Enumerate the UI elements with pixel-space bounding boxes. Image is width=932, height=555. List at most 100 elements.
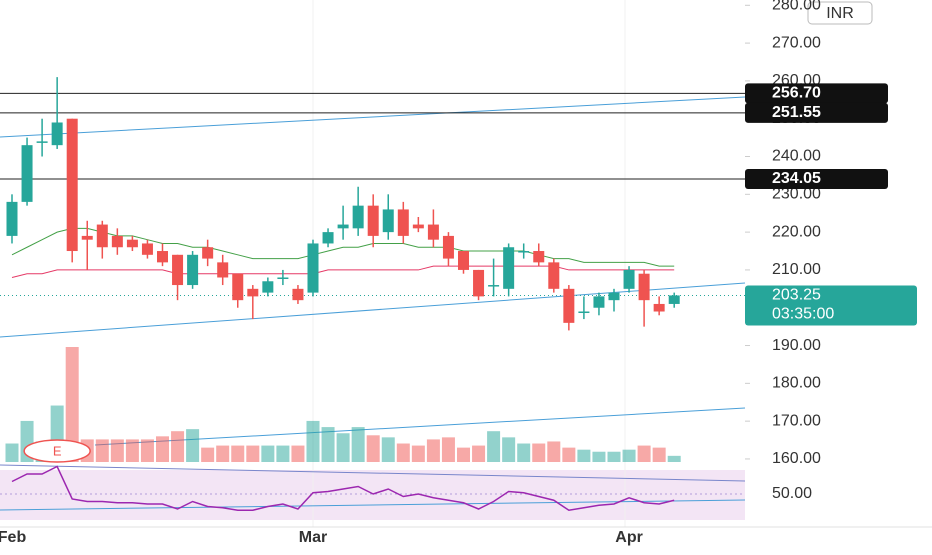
x-tick-label: Mar [299, 529, 327, 546]
volume-bar [592, 451, 606, 462]
volume-bar [351, 427, 365, 462]
x-tick-label: Apr [615, 529, 643, 546]
candle-body [638, 273, 650, 301]
y-tick-label: 190.00 [772, 337, 821, 354]
volume-bar [396, 443, 410, 462]
volume-bar [186, 429, 200, 462]
volume-bar [171, 431, 185, 462]
volume-bar [637, 445, 651, 462]
volume-bar [65, 347, 79, 462]
volume-bar [667, 455, 681, 462]
candle-body [352, 205, 364, 229]
y-tick-label: 240.00 [772, 148, 821, 165]
y-tick-label: 210.00 [772, 261, 821, 278]
candle-body [442, 235, 454, 259]
volume-bar [321, 427, 335, 462]
ma-slow-line [11, 265, 675, 278]
volume-bar [246, 445, 260, 462]
volume-bar [336, 433, 350, 462]
volume-bar [231, 445, 245, 462]
candle-body [51, 122, 63, 146]
volume-bar [652, 447, 666, 462]
candle-body [111, 235, 123, 248]
event-marker [23, 439, 91, 463]
candle-body [96, 224, 108, 248]
last-price-label: 203.25 [772, 287, 821, 304]
currency-box [807, 1, 873, 25]
volume-bar [532, 443, 546, 462]
volume-bar [622, 449, 636, 462]
rsi-band [0, 470, 745, 520]
volume-bar [502, 437, 516, 462]
candle-body [427, 224, 439, 240]
last-price-box [745, 285, 917, 326]
candle-body [187, 254, 199, 286]
volume-bar [577, 449, 591, 462]
candle-body [578, 311, 590, 314]
price-label: 234.05 [772, 170, 821, 187]
volume-bar [201, 447, 215, 462]
volume-bar [366, 435, 380, 462]
volume-bar [95, 439, 109, 462]
volume-bar [426, 439, 440, 462]
candle-body [157, 251, 168, 263]
candle-body [337, 224, 349, 229]
candle-body [563, 288, 575, 323]
y-tick-label: 170.00 [772, 412, 821, 429]
candle-body [412, 224, 424, 229]
candle-body [488, 285, 500, 287]
volume-bar [607, 451, 621, 462]
y-tick-label: 270.00 [772, 34, 821, 51]
candle-body [247, 288, 259, 297]
volume-bar [472, 445, 486, 462]
candle-body [81, 235, 93, 240]
trend-line [94, 407, 746, 446]
candle-body [292, 288, 304, 301]
volume-bar [110, 439, 124, 462]
candle-body [322, 232, 334, 244]
y-tick-label: 230.00 [772, 186, 821, 203]
candle-body [277, 277, 289, 279]
price-label: 251.55 [772, 104, 821, 121]
candle-body [367, 205, 379, 236]
rsi-tick-label: 50.00 [772, 485, 812, 502]
candle-body [382, 209, 394, 233]
rsi-line [11, 465, 675, 512]
candle-body [533, 251, 545, 263]
volume-bar [547, 441, 561, 462]
price-label-box [745, 169, 888, 190]
volume-bar [156, 436, 169, 462]
candle-body [593, 296, 605, 308]
candle-body [458, 251, 469, 270]
volume-bar [306, 420, 320, 462]
x-tick-label: Feb [0, 529, 26, 546]
candle-body [21, 145, 33, 202]
volume-bar [140, 439, 154, 462]
candle-body [217, 262, 229, 278]
volume-bar [411, 445, 425, 462]
volume-bar [562, 447, 576, 462]
candle-body [126, 239, 138, 248]
rsi-trend-line [0, 464, 746, 482]
candle-body [232, 273, 244, 301]
candle-body [503, 247, 515, 289]
price-label-box [745, 83, 888, 104]
price-label: 256.70 [772, 85, 821, 102]
candle-body [608, 292, 620, 301]
candle-body [473, 269, 485, 297]
candle-body [668, 295, 680, 304]
candle-body [202, 247, 214, 259]
volume-bar [487, 431, 501, 462]
volume-bar [125, 439, 139, 462]
volume-bar [441, 437, 455, 462]
price-label-box [745, 102, 888, 123]
candle-body [262, 281, 274, 293]
volume-bar [216, 445, 230, 462]
countdown: 03:35:00 [772, 306, 834, 323]
volume-bar [291, 445, 305, 462]
volume-bar [517, 443, 531, 462]
candle-body [6, 201, 18, 236]
volume-bar [261, 445, 275, 462]
trend-line [0, 282, 746, 338]
